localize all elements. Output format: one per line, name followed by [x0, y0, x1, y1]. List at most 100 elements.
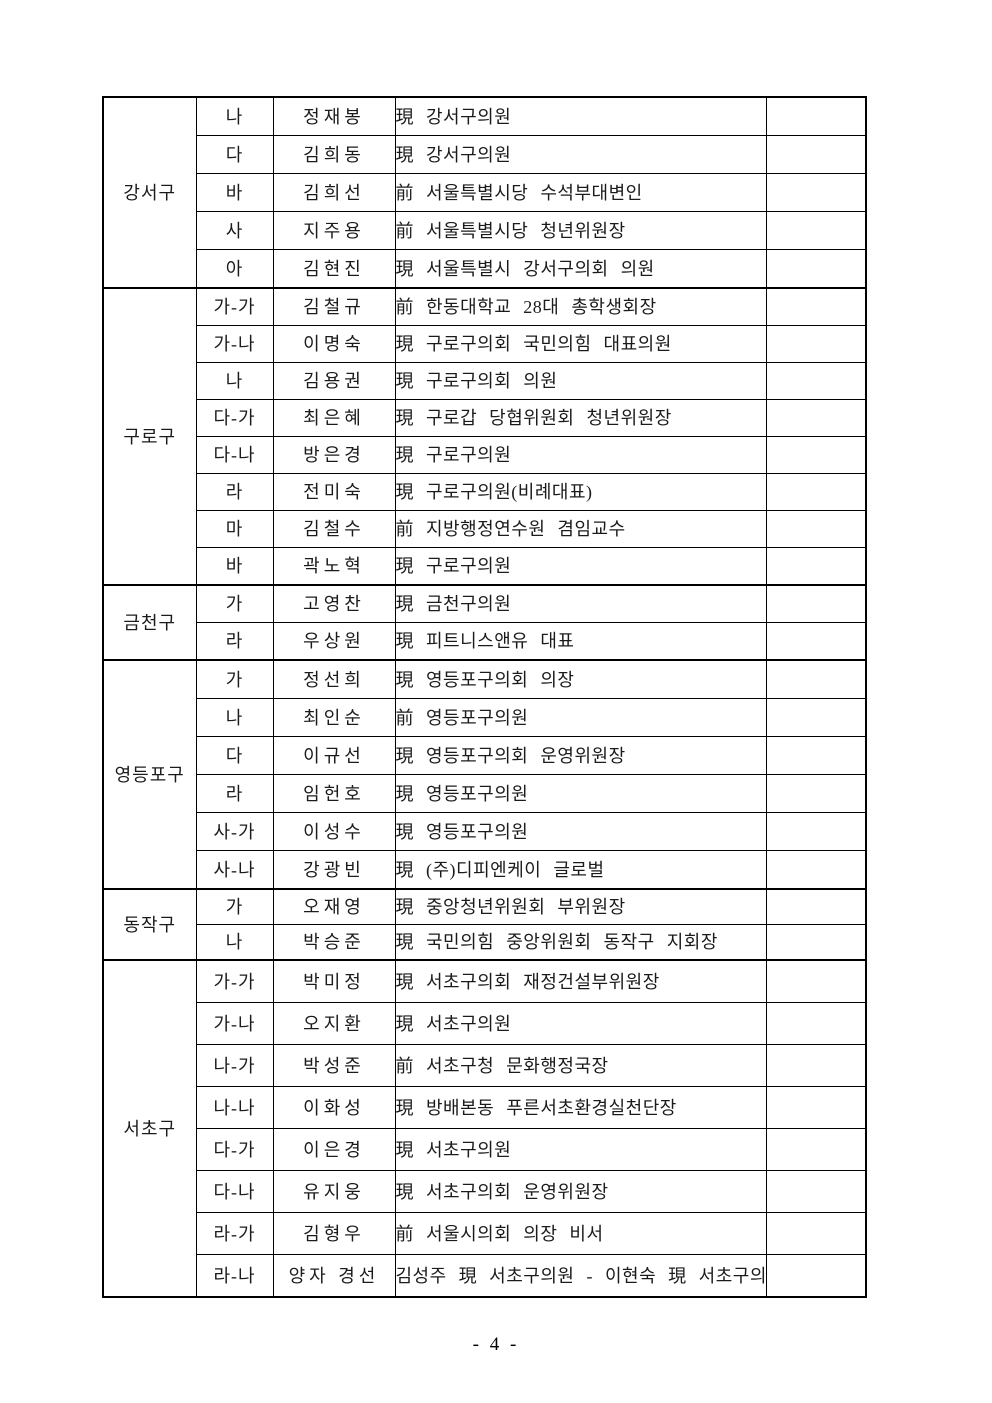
name-cell: 김희동	[272, 135, 396, 174]
name-cell: 박미정	[272, 959, 396, 1003]
district-cell: 강서구	[102, 96, 197, 289]
table-row: 나 김용권 現 구로구의회 의원	[103, 362, 867, 400]
career-cell: 前 서울시의회 의장 비서	[394, 1212, 767, 1255]
code-cell: 다	[195, 135, 274, 174]
career-cell: 前 서울특별시당 청년위원장	[394, 211, 767, 250]
code-cell: 나	[195, 96, 274, 136]
note-cell	[765, 698, 867, 737]
note-cell	[765, 1254, 867, 1298]
name-cell: 정재봉	[272, 96, 396, 136]
note-cell	[765, 812, 867, 851]
section-gangseo-gu: 강서구 나 정재봉 現 강서구의원 다 김희동 現 강서구의원 바 김희선 前 …	[102, 96, 867, 289]
career-cell: 現 강서구의원	[394, 135, 767, 174]
code-cell: 나	[195, 924, 274, 961]
district-cell: 서초구	[102, 959, 197, 1298]
table-row: 다-가 최은혜 現 구로갑 당협위원회 청년위원장	[103, 399, 867, 437]
section-dongjak-gu: 동작구 가 오재영 現 중앙청년위원회 부위원장 나 박승준 現 국민의힘 중앙…	[102, 888, 867, 961]
code-cell: 사-나	[195, 850, 274, 890]
code-cell: 다-가	[195, 1128, 274, 1171]
career-cell: 現 구로구의회 국민의힘 대표의원	[394, 325, 767, 363]
code-cell: 라-나	[195, 1254, 274, 1298]
table-row: 나 박승준 現 국민의힘 중앙위원회 동작구 지회장	[103, 924, 867, 961]
name-cell: 김현진	[272, 249, 396, 289]
note-cell	[765, 736, 867, 775]
section-yeongdeungpo-gu: 영등포구 가 정선희 現 영등포구의회 의장 나 최인순 前 영등포구의원 다 …	[102, 659, 867, 890]
table-row: 다 김희동 現 강서구의원	[103, 135, 867, 174]
career-cell: 前 영등포구의원	[394, 698, 767, 737]
career-cell: 現 금천구의원	[394, 584, 767, 623]
note-cell	[765, 888, 867, 925]
name-cell: 임헌호	[272, 774, 396, 813]
table-row: 라-가 김형우 前 서울시의회 의장 비서	[103, 1212, 867, 1255]
name-cell: 오지환	[272, 1002, 396, 1045]
table-row: 금천구 가 고영찬 現 금천구의원	[102, 584, 867, 661]
code-cell: 바	[195, 173, 274, 212]
table-row: 다-가 이은경 現 서초구의원	[103, 1128, 867, 1171]
career-cell: 現 구로구의원	[394, 547, 767, 586]
note-cell	[765, 924, 867, 961]
note-cell	[765, 135, 867, 174]
code-cell: 가	[195, 659, 274, 699]
note-cell	[765, 1002, 867, 1045]
career-cell: 現 피트니스앤유 대표	[394, 622, 767, 661]
career-cell: 前 지방행정연수원 겸임교수	[394, 510, 767, 548]
code-cell: 라	[195, 473, 274, 511]
code-cell: 다	[195, 736, 274, 775]
note-cell	[765, 96, 867, 136]
section-guro-gu: 구로구 가-가 김철규 前 한동대학교 28대 총학생회장 가-나 이명숙 現 …	[102, 287, 867, 586]
name-cell: 김형우	[272, 1212, 396, 1255]
code-cell: 라-가	[195, 1212, 274, 1255]
note-cell	[765, 659, 867, 699]
career-cell: 現 강서구의원	[394, 96, 767, 136]
table-row: 라 전미숙 現 구로구의원(비례대표)	[103, 473, 867, 511]
note-cell	[765, 473, 867, 511]
note-cell	[765, 1212, 867, 1255]
table-row: 사 지주용 前 서울특별시당 청년위원장	[103, 211, 867, 250]
name-cell: 정선희	[272, 659, 396, 699]
career-cell: 現 서울특별시 강서구의회 의원	[394, 249, 767, 289]
district-cell: 영등포구	[102, 659, 197, 890]
career-cell: 現 방배본동 푸른서초환경실천단장	[394, 1086, 767, 1129]
note-cell	[765, 1128, 867, 1171]
table-row: 서초구 가-가 박미정 現 서초구의회 재정건설부위원장	[102, 959, 867, 1298]
code-cell: 가-나	[195, 325, 274, 363]
code-cell: 가-가	[195, 959, 274, 1003]
name-cell: 양자 경선	[272, 1254, 396, 1298]
career-cell: 現 영등포구의원	[394, 812, 767, 851]
note-cell	[765, 362, 867, 400]
note-cell	[765, 249, 867, 289]
note-cell	[765, 211, 867, 250]
table-row: 영등포구 가 정선희 現 영등포구의회 의장	[102, 659, 867, 890]
name-cell: 우상원	[272, 622, 396, 661]
name-cell: 곽노혁	[272, 547, 396, 586]
career-cell: 前 서울특별시당 수석부대변인	[394, 173, 767, 212]
name-cell: 이화성	[272, 1086, 396, 1129]
code-cell: 나	[195, 362, 274, 400]
name-cell: 오재영	[272, 888, 396, 925]
table-row: 마 김철수 前 지방행정연수원 겸임교수	[103, 510, 867, 548]
table-row: 사-나 강광빈 現 (주)디피엔케이 글로벌	[103, 850, 867, 890]
section-seocho-gu: 서초구 가-가 박미정 現 서초구의회 재정건설부위원장 가-나 오지환 現 서…	[102, 959, 867, 1298]
career-cell: 現 구로구의원	[394, 436, 767, 474]
name-cell: 이은경	[272, 1128, 396, 1171]
name-cell: 박성준	[272, 1044, 396, 1087]
code-cell: 바	[195, 547, 274, 586]
career-cell: 現 구로갑 당협위원회 청년위원장	[394, 399, 767, 437]
table-row: 나-가 박성준 前 서초구청 문화행정국장	[103, 1044, 867, 1087]
note-cell	[765, 959, 867, 1003]
code-cell: 다-나	[195, 436, 274, 474]
career-cell: 現 중앙청년위원회 부위원장	[394, 888, 767, 925]
note-cell	[765, 1086, 867, 1129]
career-cell: 김성주 現 서초구의원 - 이현숙 現 서초구의원	[394, 1254, 767, 1298]
table-row: 사-가 이성수 現 영등포구의원	[103, 812, 867, 851]
code-cell: 마	[195, 510, 274, 548]
table-row: 바 김희선 前 서울특별시당 수석부대변인	[103, 173, 867, 212]
note-cell	[765, 622, 867, 661]
district-cell: 금천구	[102, 584, 197, 661]
career-cell: 現 (주)디피엔케이 글로벌	[394, 850, 767, 890]
district-cell: 구로구	[102, 287, 197, 586]
career-cell: 現 구로구의원(비례대표)	[394, 473, 767, 511]
career-cell: 現 구로구의회 의원	[394, 362, 767, 400]
career-cell: 現 국민의힘 중앙위원회 동작구 지회장	[394, 924, 767, 961]
